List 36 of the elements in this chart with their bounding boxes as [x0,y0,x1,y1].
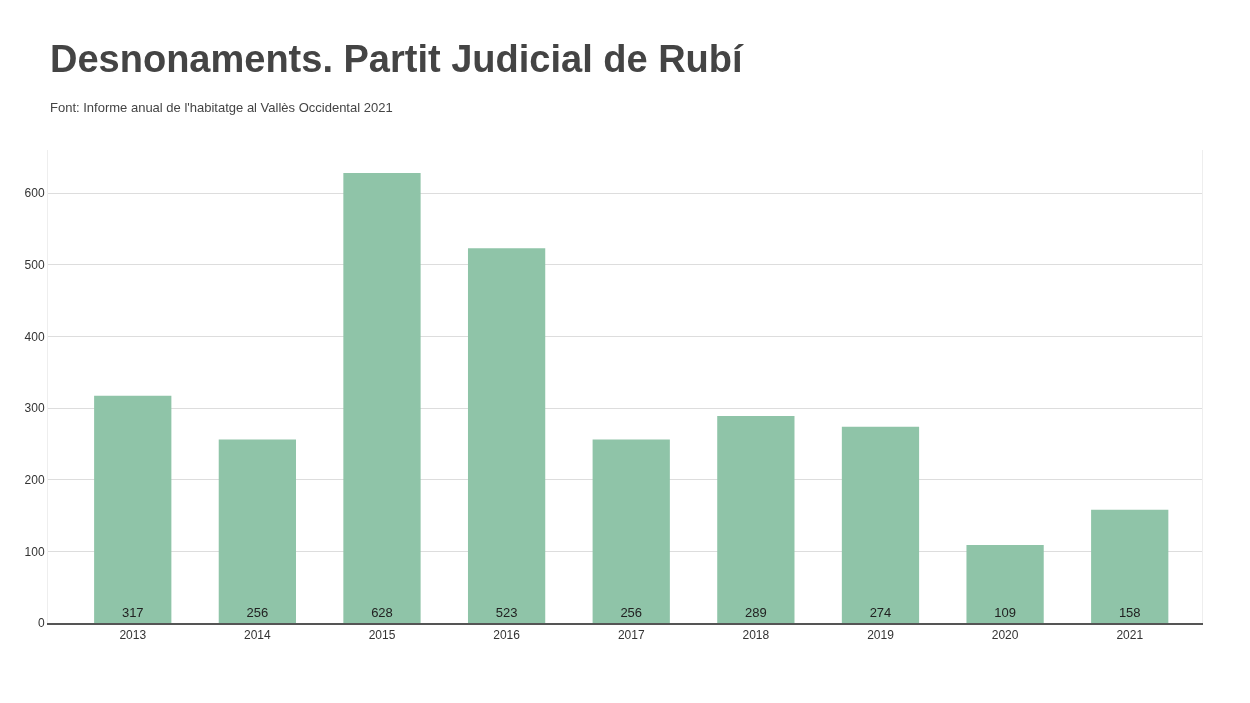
x-tick-label: 2014 [244,628,272,643]
y-tick-label: 600 [24,186,45,201]
data-label: 256 [246,605,269,620]
x-tick-label: 2021 [1116,628,1144,643]
bar [343,172,421,623]
y-tick-label: 500 [24,257,45,272]
data-label: 256 [620,605,643,620]
bar [94,395,172,623]
y-tick-label: 300 [24,401,45,416]
x-tick-label: 2017 [617,628,645,643]
x-tick-label: 2015 [368,628,396,643]
bar [1091,509,1169,623]
y-tick-label: 100 [24,544,45,559]
y-tick-label: 400 [24,329,45,344]
x-tick-label: 2019 [867,628,895,643]
bar [841,426,920,623]
data-label: 317 [121,605,144,620]
bar [966,544,1044,623]
data-label: 274 [869,605,892,620]
bar [592,439,670,623]
x-tick-label: 2016 [493,628,521,643]
x-tick-label: 2013 [119,628,147,643]
chart-subtitle: Font: Informe anual de l'habitatge al Vallès Occidental 2021 [50,100,393,115]
bar [218,439,296,623]
data-label: 109 [994,605,1016,620]
y-tick-label: 200 [24,472,45,487]
data-label: 289 [745,605,767,620]
bar [717,415,795,623]
x-tick-label: 2018 [742,628,770,643]
data-label: 523 [495,605,518,620]
x-tick-label: 2020 [991,628,1019,643]
bar [467,248,546,623]
data-label: 158 [1118,605,1141,620]
chart-title: Desnonaments. Partit Judicial de Rubí [50,38,745,81]
data-label: 628 [371,605,393,620]
y-tick-label: 0 [37,616,45,631]
